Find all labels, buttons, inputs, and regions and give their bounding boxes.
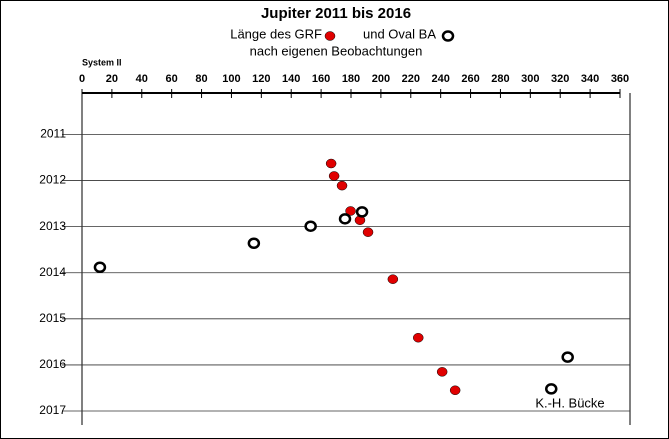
point xyxy=(413,332,424,343)
legend-marker xyxy=(441,30,455,42)
y-tick-label: 2015 xyxy=(39,311,66,325)
x-tick-label: 180 xyxy=(342,73,360,85)
point xyxy=(325,158,337,169)
point xyxy=(449,385,461,396)
point xyxy=(355,206,369,218)
x-tick-label: 0 xyxy=(79,73,85,85)
x-tick-label: 100 xyxy=(222,73,240,85)
point xyxy=(247,237,261,249)
x-tick-label: 240 xyxy=(431,73,449,85)
point xyxy=(338,213,352,225)
point xyxy=(387,274,399,284)
point xyxy=(336,180,348,191)
legend-label: und Oval BA xyxy=(363,26,436,41)
y-tick-label: 2011 xyxy=(40,127,66,141)
x-tick-label: 120 xyxy=(252,73,270,85)
x-tick-label: 360 xyxy=(611,73,629,85)
point xyxy=(545,383,558,395)
legend-marker xyxy=(324,31,336,41)
x-axis-label: System II xyxy=(82,57,122,67)
point xyxy=(436,367,448,377)
x-tick-label: 80 xyxy=(195,73,207,85)
x-tick-label: 260 xyxy=(461,73,479,85)
x-tick-label: 160 xyxy=(312,73,330,85)
point xyxy=(328,171,340,181)
point xyxy=(304,220,317,232)
annotation: K.-H. Bücke xyxy=(535,395,604,410)
x-tick-label: 60 xyxy=(166,73,178,85)
x-tick-label: 220 xyxy=(402,73,420,85)
point xyxy=(93,261,107,273)
x-tick-label: 140 xyxy=(282,73,300,85)
legend-label: Länge des GRF xyxy=(230,26,322,41)
y-tick-label: 2016 xyxy=(39,357,66,371)
x-tick-label: 320 xyxy=(551,73,569,85)
chart-title: Jupiter 2011 bis 2016 xyxy=(261,5,411,22)
x-tick-label: 20 xyxy=(106,73,118,85)
x-tick-label: 200 xyxy=(372,73,390,85)
y-tick-label: 2013 xyxy=(39,219,66,233)
x-tick-label: 40 xyxy=(136,73,148,85)
y-tick-label: 2017 xyxy=(39,403,66,417)
x-tick-label: 340 xyxy=(581,73,599,85)
x-tick-label: 300 xyxy=(521,73,539,85)
y-tick-label: 2014 xyxy=(39,265,66,279)
point xyxy=(362,227,374,237)
chart-subtitle: nach eigenen Beobachtungen xyxy=(250,43,423,58)
y-tick-label: 2012 xyxy=(39,173,66,187)
x-tick-label: 280 xyxy=(491,73,509,85)
point xyxy=(345,206,356,216)
point xyxy=(561,351,574,363)
